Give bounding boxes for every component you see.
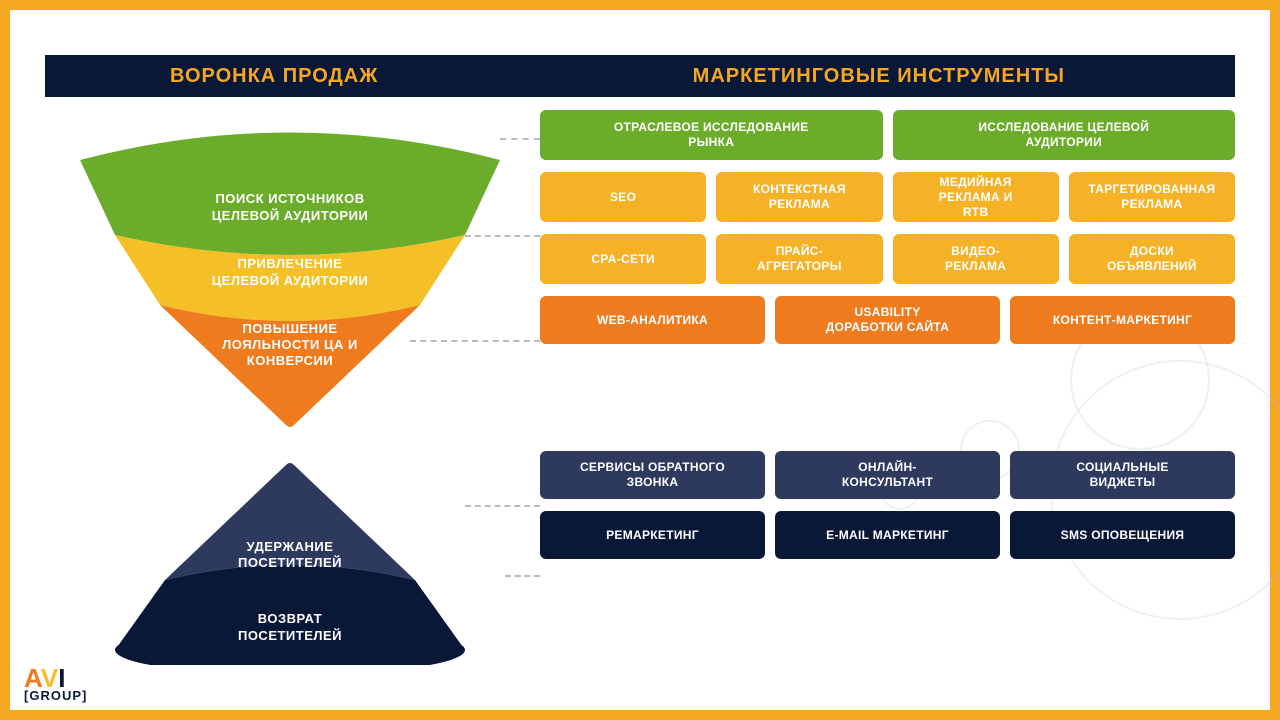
logo-group: [GROUP] — [24, 690, 87, 702]
connector-line — [500, 138, 540, 140]
tool-card: CPA-СЕТИ — [540, 234, 706, 284]
tools-row: SEO КОНТЕКСТНАЯ РЕКЛАМА МЕДИЙНАЯ РЕКЛАМА И… — [540, 172, 1235, 222]
tool-card: SMS ОПОВЕЩЕНИЯ — [1010, 511, 1235, 559]
tool-card: E-MAIL МАРКЕТИНГ — [775, 511, 1000, 559]
header-left-title: ВОРОНКА ПРОДАЖ — [170, 65, 378, 88]
tool-card-label: WEB-АНАЛИТИКА — [597, 313, 708, 328]
tool-card-label: ВИДЕО- РЕКЛАМА — [945, 244, 1006, 274]
tool-card-label: USABILITY ДОРАБОТКИ САЙТА — [826, 305, 949, 335]
connector-line — [505, 575, 540, 577]
tool-card: ИССЛЕДОВАНИЕ ЦЕЛЕВОЙ АУДИТОРИИ — [893, 110, 1236, 160]
tool-card-label: ДОСКИ ОБЪЯВЛЕНИЙ — [1107, 244, 1197, 274]
tool-card-label: CPA-СЕТИ — [591, 252, 654, 267]
tool-card: СЕРВИСЫ ОБРАТНОГО ЗВОНКА — [540, 451, 765, 499]
funnel-stage-1: ПОИСК ИСТОЧНИКОВ ЦЕЛЕВОЙ АУДИТОРИИ — [70, 180, 510, 235]
tool-card: КОНТЕНТ-МАРКЕТИНГ — [1010, 296, 1235, 344]
tool-card-label: ОНЛАЙН- КОНСУЛЬТАНТ — [842, 460, 933, 490]
funnel-stage-2: ПРИВЛЕЧЕНИЕ ЦЕЛЕВОЙ АУДИТОРИИ — [70, 245, 510, 300]
connector-line — [465, 235, 540, 237]
tools-row: WEB-АНАЛИТИКА USABILITY ДОРАБОТКИ САЙТА КО… — [540, 296, 1235, 344]
tool-card: КОНТЕКСТНАЯ РЕКЛАМА — [716, 172, 882, 222]
tool-card: МЕДИЙНАЯ РЕКЛАМА И RTB — [893, 172, 1059, 222]
connector-line — [410, 340, 540, 342]
tool-card: SEO — [540, 172, 706, 222]
tools-row: ОТРАСЛЕВОЕ ИССЛЕДОВАНИЕ РЫНКА ИССЛЕДОВАНИ… — [540, 110, 1235, 160]
funnel-stage-3: ПОВЫШЕНИЕ ЛОЯЛЬНОСТИ ЦА И КОНВЕРСИИ — [70, 310, 510, 380]
tool-card-label: SMS ОПОВЕЩЕНИЯ — [1061, 528, 1185, 543]
tools-row: CPA-СЕТИ ПРАЙС- АГРЕГАТОРЫ ВИДЕО- РЕКЛАМА Д… — [540, 234, 1235, 284]
funnel-stage-5-label: ВОЗВРАТ ПОСЕТИТЕЛЕЙ — [230, 611, 350, 644]
tools-row: РЕМАРКЕТИНГ E-MAIL МАРКЕТИНГ SMS ОПОВЕЩЕНИ… — [540, 511, 1235, 559]
tool-card: ТАРГЕТИРОВАННАЯ РЕКЛАМА — [1069, 172, 1235, 222]
tool-card-label: SEO — [610, 190, 636, 205]
tool-card: ОТРАСЛЕВОЕ ИССЛЕДОВАНИЕ РЫНКА — [540, 110, 883, 160]
tool-card: ПРАЙС- АГРЕГАТОРЫ — [716, 234, 882, 284]
funnel-stage-4: УДЕРЖАНИЕ ПОСЕТИТЕЛЕЙ — [70, 530, 510, 580]
header-right-title: МАРКЕТИНГОВЫЕ ИНСТРУМЕНТЫ — [693, 65, 1065, 88]
tool-card: ОНЛАЙН- КОНСУЛЬТАНТ — [775, 451, 1000, 499]
tool-card-label: СОЦИАЛЬНЫЕ ВИДЖЕТЫ — [1076, 460, 1168, 490]
tool-card-label: МЕДИЙНАЯ РЕКЛАМА И RTB — [939, 175, 1013, 220]
tool-card-label: СЕРВИСЫ ОБРАТНОГО ЗВОНКА — [580, 460, 725, 490]
funnel: ПОИСК ИСТОЧНИКОВ ЦЕЛЕВОЙ АУДИТОРИИ ПРИВЛ… — [70, 105, 510, 665]
tool-card: WEB-АНАЛИТИКА — [540, 296, 765, 344]
tools-grid: ОТРАСЛЕВОЕ ИССЛЕДОВАНИЕ РЫНКА ИССЛЕДОВАНИ… — [540, 110, 1235, 571]
tool-card-label: ПРАЙС- АГРЕГАТОРЫ — [757, 244, 842, 274]
logo: AVI [GROUP] — [24, 667, 87, 702]
funnel-stage-1-label: ПОИСК ИСТОЧНИКОВ ЦЕЛЕВОЙ АУДИТОРИИ — [204, 191, 377, 224]
funnel-stage-2-label: ПРИВЛЕЧЕНИЕ ЦЕЛЕВОЙ АУДИТОРИИ — [204, 256, 377, 289]
tool-card-label: КОНТЕКСТНАЯ РЕКЛАМА — [753, 182, 846, 212]
tool-card: РЕМАРКЕТИНГ — [540, 511, 765, 559]
tools-row: СЕРВИСЫ ОБРАТНОГО ЗВОНКА ОНЛАЙН- КОНСУЛЬТ… — [540, 451, 1235, 499]
tool-card-label: РЕМАРКЕТИНГ — [606, 528, 699, 543]
tool-card: USABILITY ДОРАБОТКИ САЙТА — [775, 296, 1000, 344]
funnel-stage-3-label: ПОВЫШЕНИЕ ЛОЯЛЬНОСТИ ЦА И КОНВЕРСИИ — [214, 321, 366, 370]
tool-card: ВИДЕО- РЕКЛАМА — [893, 234, 1059, 284]
tool-card-label: КОНТЕНТ-МАРКЕТИНГ — [1053, 313, 1192, 328]
tool-card: СОЦИАЛЬНЫЕ ВИДЖЕТЫ — [1010, 451, 1235, 499]
tool-card-label: ОТРАСЛЕВОЕ ИССЛЕДОВАНИЕ РЫНКА — [614, 120, 809, 150]
tool-card-label: ТАРГЕТИРОВАННАЯ РЕКЛАМА — [1088, 182, 1215, 212]
connector-line — [465, 505, 540, 507]
tool-card: ДОСКИ ОБЪЯВЛЕНИЙ — [1069, 234, 1235, 284]
header-bar: ВОРОНКА ПРОДАЖ МАРКЕТИНГОВЫЕ ИНСТРУМЕНТЫ — [45, 55, 1235, 97]
funnel-stage-4-label: УДЕРЖАНИЕ ПОСЕТИТЕЛЕЙ — [230, 539, 350, 572]
tool-card-label: ИССЛЕДОВАНИЕ ЦЕЛЕВОЙ АУДИТОРИИ — [978, 120, 1149, 150]
tool-card-label: E-MAIL МАРКЕТИНГ — [826, 528, 949, 543]
funnel-stage-5: ВОЗВРАТ ПОСЕТИТЕЛЕЙ — [70, 600, 510, 655]
